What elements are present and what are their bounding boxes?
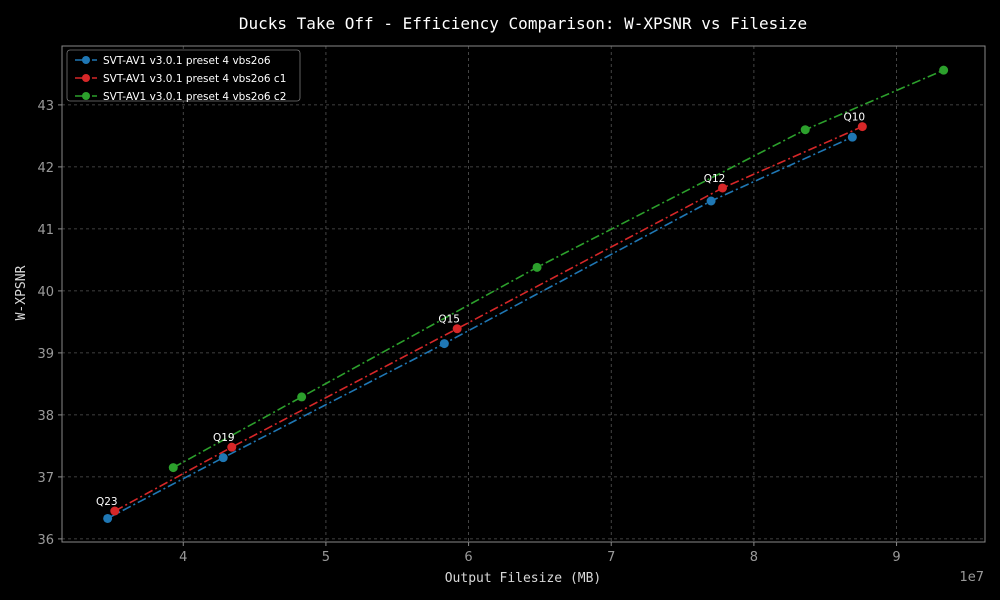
quality-annotation: Q23: [96, 496, 118, 508]
quality-annotation: Q12: [704, 173, 726, 185]
legend-label: SVT-AV1 v3.0.1 preset 4 vbs2o6: [103, 55, 271, 67]
y-tick-label: 36: [37, 533, 54, 548]
series-1: [110, 122, 867, 516]
x-axis-label: Output Filesize (MB): [445, 571, 602, 586]
x-tick-label: 8: [750, 550, 758, 565]
data-point: [706, 196, 716, 206]
grid: [62, 46, 985, 542]
y-tick-label: 43: [37, 99, 54, 114]
series-2: [168, 65, 949, 473]
data-point: [168, 463, 178, 473]
y-tick-label: 39: [37, 347, 54, 362]
quality-annotation: Q19: [213, 432, 235, 444]
data-point: [532, 262, 542, 272]
legend-marker: [82, 74, 90, 82]
x-tick-label: 4: [179, 550, 187, 565]
data-point: [110, 506, 120, 516]
data-point: [939, 65, 949, 75]
x-tick-label: 9: [892, 550, 900, 565]
data-point: [718, 183, 728, 193]
chart-title: Ducks Take Off - Efficiency Comparison: …: [239, 14, 807, 33]
data-point: [847, 132, 857, 142]
x-tick-label: 6: [464, 550, 472, 565]
axis-ticks: 4 5 6 7 8 9 36 37 38 39 40 41 42 43: [37, 99, 900, 565]
quality-annotation: Q15: [438, 314, 460, 326]
x-tick-label: 5: [322, 550, 330, 565]
y-axis-label: W-XPSNR: [14, 265, 29, 320]
legend-label: SVT-AV1 v3.0.1 preset 4 vbs2o6 c2: [103, 91, 286, 103]
legend-label: SVT-AV1 v3.0.1 preset 4 vbs2o6 c1: [103, 73, 286, 85]
data-point: [103, 513, 113, 523]
data-point: [452, 324, 462, 334]
legend-box: [66, 49, 301, 102]
data-point: [439, 339, 449, 349]
data-point: [218, 453, 228, 463]
series-0: [103, 132, 857, 523]
y-tick-label: 37: [37, 471, 54, 486]
legend-marker: [82, 92, 90, 100]
x-axis-offset-label: 1e7: [959, 570, 984, 585]
series-group: [103, 65, 949, 523]
data-point: [227, 442, 237, 452]
y-tick-label: 40: [37, 285, 54, 300]
quality-annotation: Q10: [843, 112, 865, 124]
plot-area-frame: [61, 45, 986, 543]
legend: SVT-AV1 v3.0.1 preset 4 vbs2o6 SVT-AV1 v3…: [66, 49, 301, 103]
y-tick-label: 38: [37, 409, 54, 424]
x-tick-label: 7: [607, 550, 615, 565]
annotation-group: Q23 Q19 Q15 Q12 Q10: [96, 112, 865, 508]
data-point: [800, 125, 810, 135]
y-tick-label: 41: [37, 223, 54, 238]
y-tick-label: 42: [37, 161, 54, 176]
data-point: [297, 392, 307, 402]
legend-marker: [82, 56, 90, 64]
data-point: [857, 122, 867, 132]
